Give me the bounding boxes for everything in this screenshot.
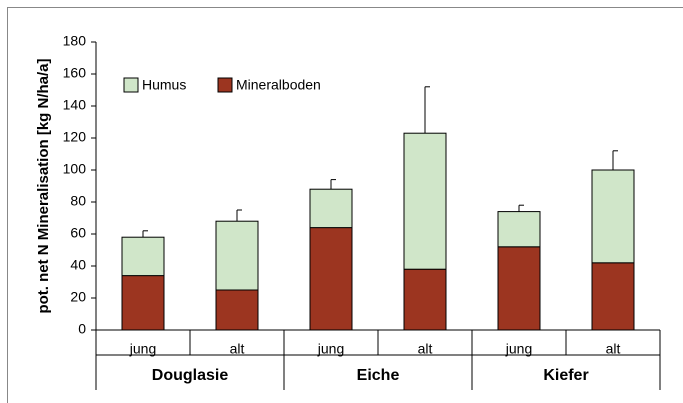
y-tick-label: 120 — [63, 129, 87, 145]
x-tick-label: jung — [129, 341, 156, 357]
legend-swatch — [217, 77, 233, 93]
y-tick-label: 80 — [70, 193, 86, 209]
bar-segment — [497, 211, 541, 248]
bar-segment — [309, 188, 353, 229]
bar-segment — [215, 220, 259, 291]
y-tick-label: 40 — [70, 257, 86, 273]
group-label: Eiche — [357, 367, 400, 384]
y-tick-label: 20 — [70, 289, 86, 305]
x-tick-label: alt — [230, 341, 245, 357]
y-tick-label: 160 — [63, 65, 87, 81]
group-label: Douglasie — [152, 367, 229, 384]
legend-swatch — [123, 77, 139, 93]
bar-segment — [215, 289, 259, 331]
bar-segment — [497, 246, 541, 331]
group-label: Kiefer — [543, 367, 588, 384]
bar-segment — [121, 236, 165, 277]
x-tick-label: jung — [317, 341, 344, 357]
y-tick-label: 180 — [63, 33, 87, 49]
bar-segment — [403, 268, 447, 331]
legend-label: Mineralboden — [236, 77, 321, 93]
y-tick-label: 60 — [70, 225, 86, 241]
frame — [7, 7, 683, 403]
x-tick-label: alt — [418, 341, 433, 357]
bar-segment — [403, 132, 447, 270]
x-tick-label: jung — [505, 341, 532, 357]
bar-segment — [121, 275, 165, 331]
y-axis-label: pot. net N Mineralisation [kg N/ha/a] — [35, 58, 52, 313]
legend-label: Humus — [142, 77, 186, 93]
y-tick-label: 0 — [78, 321, 86, 337]
x-tick-label: alt — [606, 341, 621, 357]
y-tick-label: 100 — [63, 161, 87, 177]
bar-segment — [591, 262, 635, 331]
y-tick-label: 140 — [63, 97, 87, 113]
bar-segment — [309, 227, 353, 331]
bar-segment — [591, 169, 635, 264]
